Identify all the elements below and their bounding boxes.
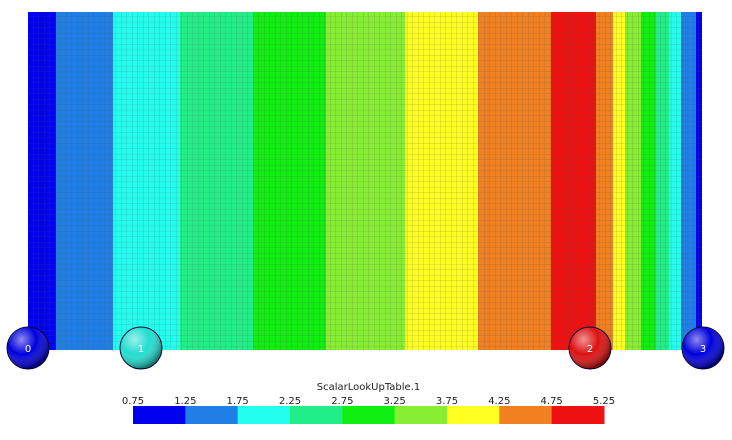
legend-color-segment xyxy=(342,406,396,424)
legend-tick-label: 3.75 xyxy=(436,396,458,407)
legend-tick-labels: 0.75 1.25 1.75 2.25 2.75 3.25 3.75 4.25 4.75 5.25 xyxy=(122,396,615,407)
node-0: 0 xyxy=(6,326,50,370)
mesh-grid xyxy=(28,12,702,350)
node-markers: 0 1 2 3 xyxy=(6,326,725,370)
legend-color-segment xyxy=(290,406,343,424)
legend-color-segment xyxy=(551,406,605,424)
color-legend: ScalarLookUpTable.1 0.75 1.25 1.75 2.25 2.75… xyxy=(122,382,615,424)
legend-color-segment xyxy=(185,406,239,424)
node-sphere-shading xyxy=(682,327,724,369)
legend-tick-label: 5.25 xyxy=(593,396,615,407)
node-sphere-shading xyxy=(569,327,611,369)
legend-tick-label: 1.75 xyxy=(227,396,249,407)
node-label: 0 xyxy=(25,344,31,355)
node-label: 3 xyxy=(700,344,706,355)
legend-color-segment xyxy=(394,406,448,424)
legend-color-segment xyxy=(447,406,500,424)
legend-tick-label: 1.25 xyxy=(174,396,196,407)
legend-tick-label: 0.75 xyxy=(122,396,144,407)
node-3: 3 xyxy=(681,326,725,370)
legend-color-segment xyxy=(237,406,291,424)
node-label: 1 xyxy=(138,344,144,355)
node-sphere-shading xyxy=(7,327,49,369)
legend-tick-label: 2.75 xyxy=(331,396,353,407)
legend-tick-label: 2.25 xyxy=(279,396,301,407)
node-1: 1 xyxy=(119,326,163,370)
node-label: 2 xyxy=(587,344,593,355)
legend-title: ScalarLookUpTable.1 xyxy=(317,382,420,393)
legend-color-bar xyxy=(133,406,605,424)
legend-tick-label: 4.25 xyxy=(488,396,510,407)
legend-color-segment xyxy=(499,406,553,424)
node-2: 2 xyxy=(568,326,612,370)
legend-color-segment xyxy=(133,406,186,424)
node-sphere-shading xyxy=(120,327,162,369)
legend-tick-label: 4.75 xyxy=(541,396,563,407)
legend-tick-label: 3.25 xyxy=(384,396,406,407)
